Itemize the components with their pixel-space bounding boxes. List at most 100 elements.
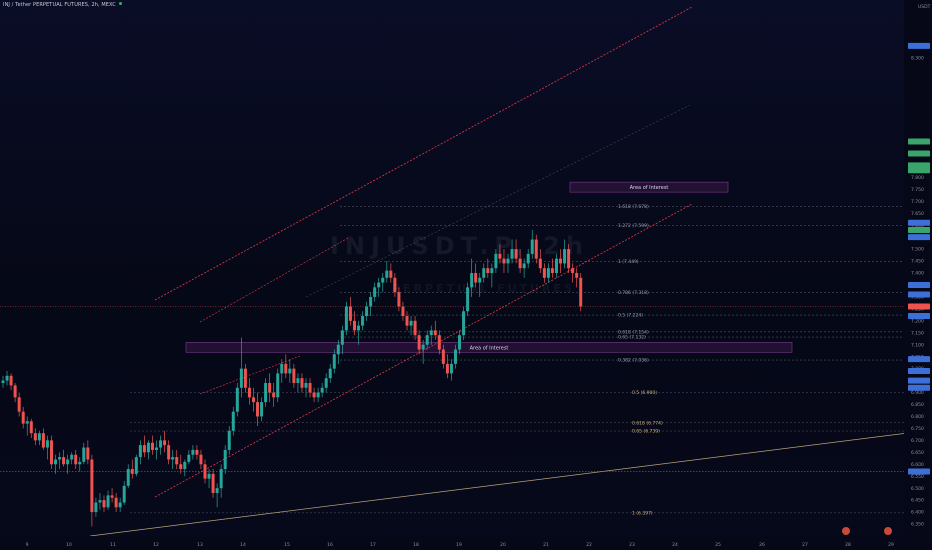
candle-body [138,445,142,458]
candle-body [316,392,320,398]
x-tick-label: 9 [26,542,29,548]
candle-body [33,433,37,441]
candle-body [397,292,401,307]
fib-level-label: 0.65 (6.739) [632,429,660,435]
candle-body [563,249,567,264]
candle-body [272,392,276,398]
x-tick-label: 24 [672,542,678,548]
time-axis-panel [0,536,904,550]
candle-body [66,459,70,465]
fib-level-label: 0.5 (6.900) [632,390,657,396]
x-tick-label: 11 [110,542,116,548]
candle-body [49,440,53,465]
candle-body [458,335,462,350]
candle-body [542,268,546,278]
event-marker-icon [842,527,850,535]
price-tag [908,138,930,145]
candle-body [268,382,272,393]
y-tick-label: 6.650 [911,450,924,456]
candle-body [401,306,405,317]
candle-body [550,268,554,273]
candle-body [211,473,215,493]
candle-body [332,354,336,369]
price-tag [908,368,930,375]
candle-body [470,273,474,288]
x-tick-label: 16 [327,542,333,548]
candle-body [130,469,134,474]
fib-level-label: 1 (6.397) [632,510,653,516]
candle-body [70,454,74,460]
y-tick-label: 7.150 [911,330,924,336]
candle-body [486,268,490,273]
candle-body [114,497,118,508]
fib-level-label: 0.5 (7.224) [618,313,643,319]
chart-header: INJ / Tether PERPETUAL FUTURES, 2h, MEXC [3,2,122,8]
candle-body [17,397,21,412]
candle-body [381,277,385,283]
status-dot-icon [118,2,122,5]
candle-body [239,368,243,388]
candle-body [78,461,82,465]
candle-body [21,411,25,424]
candle-body [284,363,288,374]
y-tick-label: 7.100 [911,342,924,348]
price-tag [908,384,930,391]
candle-body [522,263,526,269]
candle-body [62,457,66,465]
watermark-subtitle: PERPETUAL FUTURES [392,282,575,295]
candle-body [365,306,369,317]
area-of-interest-zone [185,342,793,353]
candle-body [58,457,62,460]
candle-body [29,421,33,434]
candle-body [155,447,159,450]
candle-body [571,268,575,273]
candle-body [361,316,365,326]
candle-body [357,325,361,331]
candle-body [276,373,280,398]
candle-body [280,363,284,374]
candle-body [385,270,389,278]
candle-body [219,469,223,489]
candle-body [506,258,510,264]
y-tick-label: 6.850 [911,402,924,408]
candle-body [106,495,110,508]
candle-body [223,449,227,470]
y-tick-label: 6.550 [911,474,924,480]
candle-body [510,249,514,259]
y-tick-label: 7.750 [911,187,924,193]
price-tag [908,219,930,226]
x-tick-label: 29 [888,542,894,548]
candle-body [308,382,312,393]
y-tick-label: 6.400 [911,510,924,516]
x-tick-label: 19 [456,542,462,548]
x-tick-label: 15 [284,542,290,548]
price-tag [908,162,930,169]
candle-body [288,368,292,374]
candle-body [146,442,150,453]
y-tick-label: 7.500 [911,247,924,253]
candle-body [256,402,260,417]
price-tag [908,167,930,174]
candle-body [251,397,255,403]
zone-label: Area of Interest [470,345,509,351]
candle-body [150,442,154,450]
candle-body [9,375,13,386]
candle-body [41,433,45,448]
candle-body [445,363,449,374]
candle-body [215,488,219,493]
price-axis-panel [904,0,932,550]
candle-body [207,473,211,479]
candle-body [405,316,409,326]
price-tag [908,377,930,384]
y-tick-label: 7.650 [911,211,924,217]
candle-body [110,495,114,498]
x-tick-label: 10 [66,542,72,548]
x-tick-label: 13 [197,542,203,548]
candle-body [466,287,470,312]
candle-body [425,335,429,345]
y-tick-label: 7.450 [911,259,924,265]
y-tick-label: 6.700 [911,438,924,444]
candle-body [264,382,268,403]
fib-level-label: 1.272 (7.599) [618,223,649,229]
